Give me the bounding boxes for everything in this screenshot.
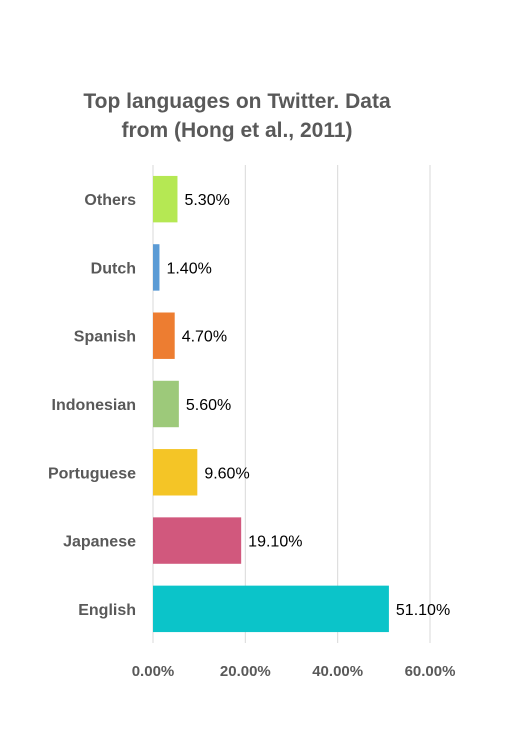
x-tick-label: 20.00%	[220, 663, 271, 680]
x-tick-label: 60.00%	[405, 663, 456, 680]
bar-portuguese	[153, 449, 198, 496]
bar-others	[153, 175, 178, 223]
data-label: 5.60%	[186, 397, 231, 414]
data-label: 4.70%	[182, 329, 227, 346]
chart-title-line-1: Top languages on Twitter. Data	[83, 90, 391, 113]
bar-dutch	[153, 244, 160, 291]
category-label: Portuguese	[48, 465, 136, 482]
data-label: 19.10%	[248, 534, 302, 551]
category-label: Spanish	[74, 329, 136, 346]
bar-indonesian	[153, 380, 179, 428]
category-label: Indonesian	[52, 397, 136, 414]
category-label: Dutch	[91, 260, 136, 277]
chart-title-line-2: from (Hong et al., 2011)	[121, 119, 352, 142]
x-axis-tick-labels: 0.00% 20.00% 40.00% 60.00%	[132, 663, 456, 680]
data-labels: 5.30% 1.40% 4.70% 5.60% 9.60% 19.10% 51.10%	[166, 192, 450, 619]
bar-japanese	[153, 517, 242, 564]
data-label: 5.30%	[184, 192, 229, 209]
x-tick-label: 40.00%	[312, 663, 363, 680]
category-labels: Others Dutch Spanish Indonesian Portuguese Ja…	[48, 192, 136, 619]
x-tick-label: 0.00%	[132, 663, 175, 680]
bar-english	[153, 585, 389, 633]
bar-spanish	[153, 312, 175, 359]
data-label: 9.60%	[204, 465, 249, 482]
bars	[153, 175, 389, 633]
category-label: English	[78, 602, 136, 619]
data-label: 51.10%	[396, 602, 450, 619]
data-label: 1.40%	[166, 260, 211, 277]
category-label: Others	[84, 192, 136, 209]
category-label: Japanese	[63, 534, 136, 551]
